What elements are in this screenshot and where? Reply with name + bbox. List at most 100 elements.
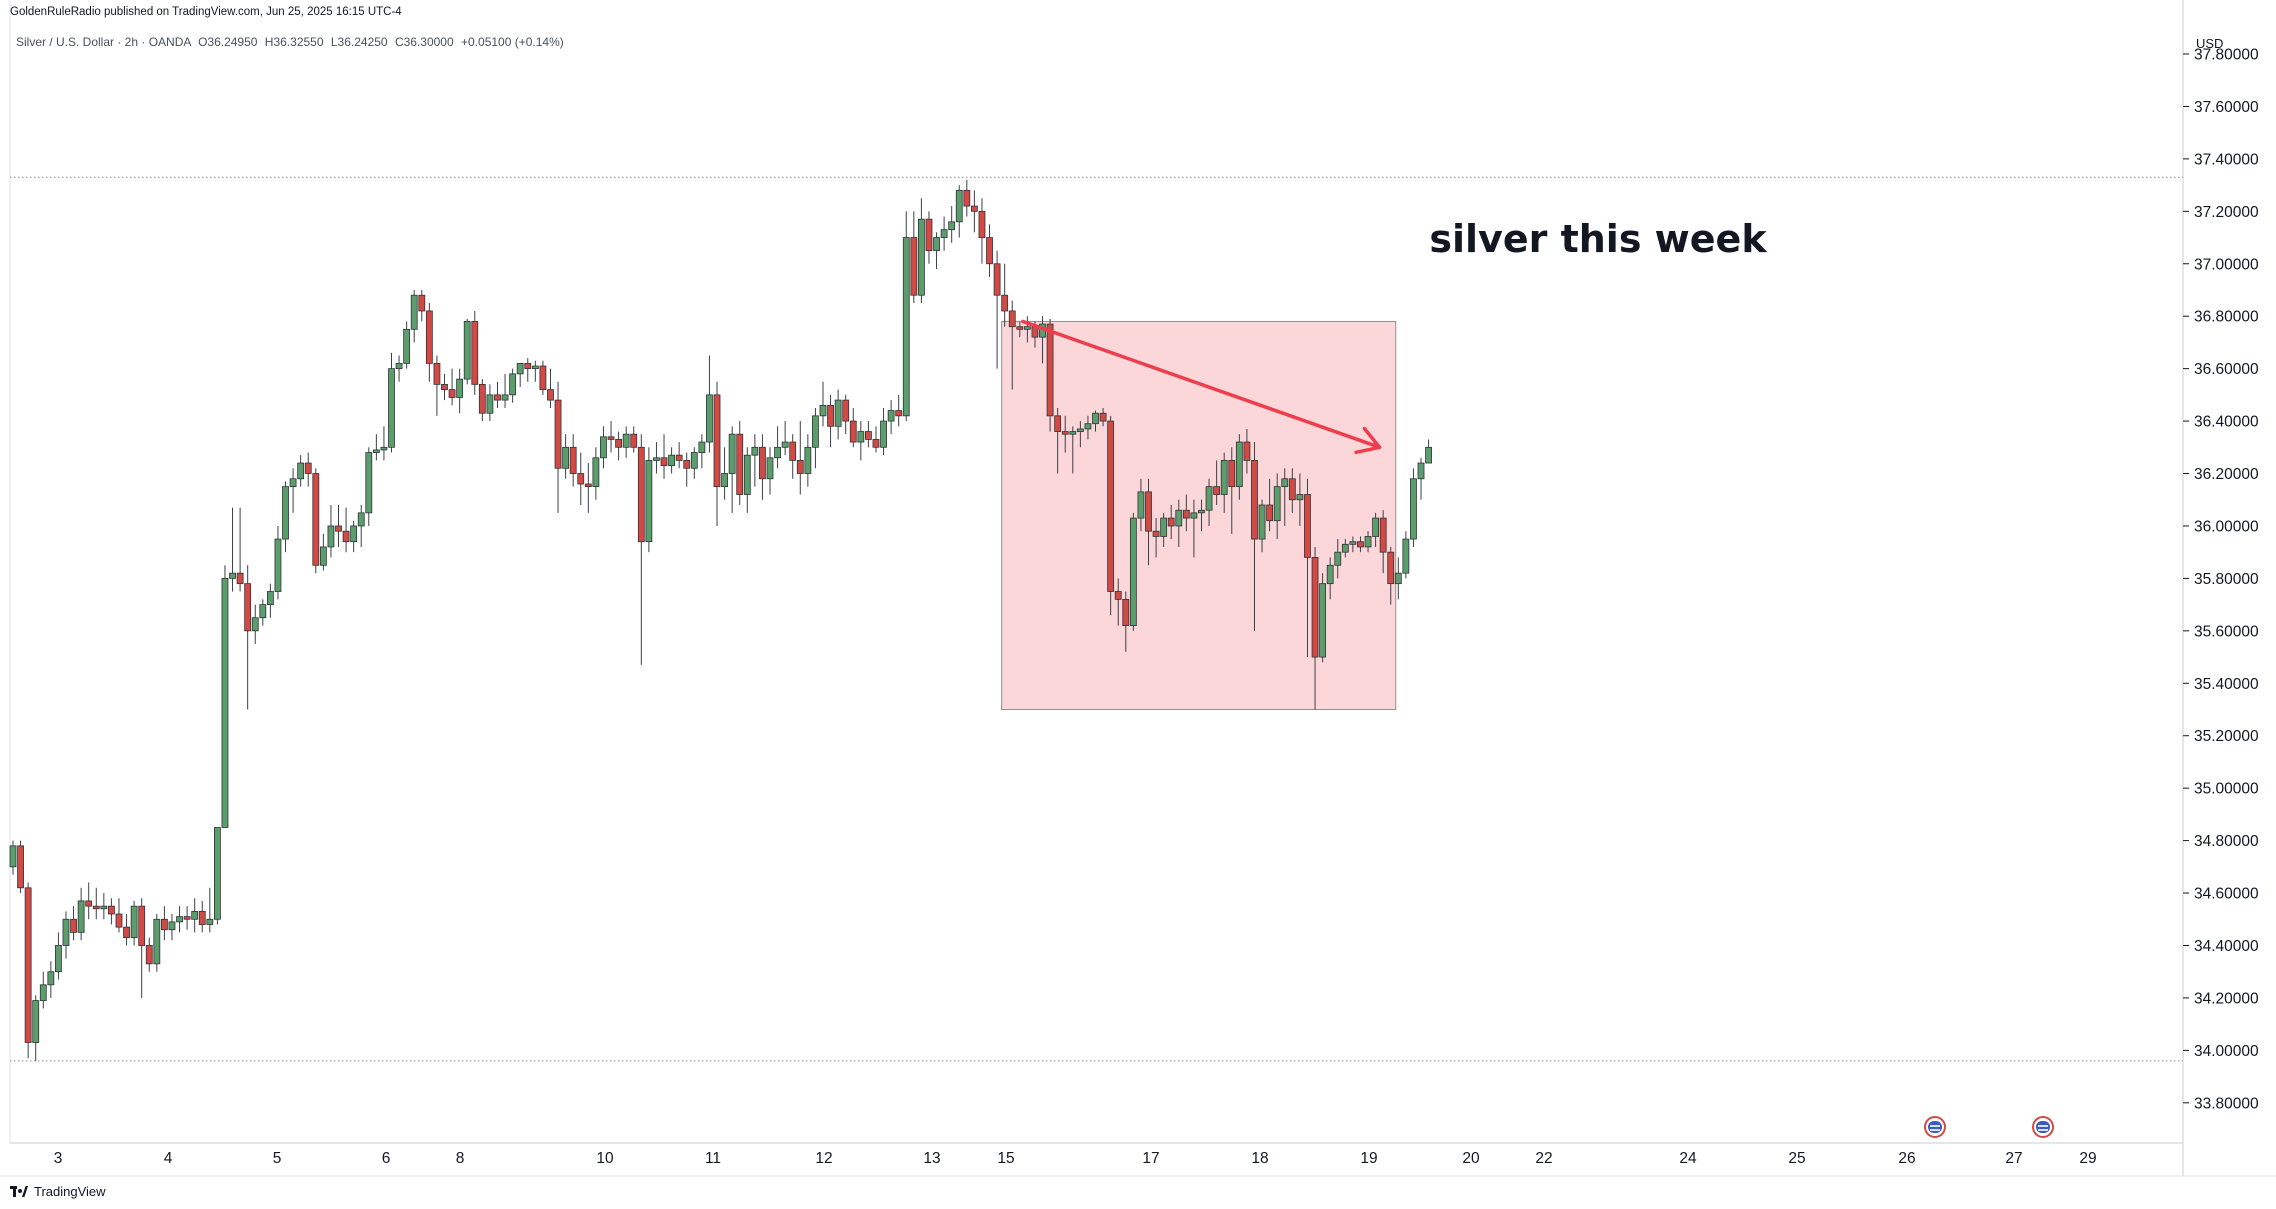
candle-166 (1266, 478, 1274, 532)
candle-39 (304, 452, 312, 487)
candle-73 (562, 434, 570, 479)
candle-108 (827, 394, 834, 448)
annotation-text: silver this week (1429, 217, 1767, 261)
candle-176 (1341, 539, 1349, 558)
candle-179 (1364, 531, 1372, 553)
candle-106 (812, 407, 819, 469)
candle-75 (577, 452, 585, 505)
candle-55 (425, 303, 433, 382)
date-tick-16: 25 (1788, 1150, 1805, 1167)
candle-53 (410, 289, 418, 343)
candle-128 (978, 198, 986, 264)
candle-85 (653, 442, 660, 474)
candle-146 (1114, 578, 1122, 626)
date-tick-7: 12 (815, 1150, 832, 1167)
candle-110 (842, 394, 850, 435)
price-tick-10: 35.80000 (2194, 571, 2259, 588)
price-tick-19: 34.00000 (2194, 1043, 2259, 1060)
candle-16 (130, 900, 138, 946)
candle-139 (1061, 415, 1069, 453)
candle-14 (115, 898, 123, 933)
candle-40 (312, 468, 320, 574)
us-flag-event-1[interactable] (1924, 1116, 1946, 1138)
date-tick-11: 18 (1251, 1150, 1268, 1167)
price-axis[interactable]: 37.80000 37.60000 37.40000 37.20000 37.00000… (2183, 47, 2259, 1113)
candle-121 (925, 211, 933, 264)
candle-80 (615, 431, 622, 461)
candle-15 (123, 914, 130, 946)
candle-102 (781, 421, 789, 456)
candle-37 (289, 468, 297, 513)
candle-131 (1001, 263, 1009, 327)
currency-label-box[interactable] (2190, 31, 2232, 55)
candle-132 (1008, 300, 1016, 390)
candle-182 (1387, 546, 1395, 605)
candle-54 (418, 289, 426, 322)
date-tick-5: 10 (596, 1150, 614, 1167)
candle-9 (77, 887, 85, 941)
us-flag-event-2[interactable] (2032, 1116, 2054, 1138)
candle-161 (1228, 447, 1236, 534)
candle-82 (630, 426, 638, 453)
candle-169 (1288, 468, 1296, 513)
tradingview-logo[interactable]: TradingView (10, 1184, 106, 1199)
candle-35 (274, 525, 282, 600)
price-tick-13: 35.20000 (2194, 728, 2259, 745)
candle-60 (463, 318, 471, 385)
candle-47 (365, 447, 373, 526)
candle-3 (32, 995, 40, 1061)
date-tick-4: 8 (456, 1150, 465, 1167)
candle-48 (372, 434, 380, 461)
candle-10 (85, 882, 93, 920)
candle-168 (1281, 468, 1289, 526)
candle-61 (471, 310, 479, 395)
price-tick-3: 37.20000 (2194, 204, 2259, 221)
candle-142 (1084, 415, 1092, 440)
candle-122 (933, 232, 940, 270)
date-tick-14: 22 (1535, 1150, 1552, 1167)
candle-129 (986, 224, 993, 277)
candle-160 (1220, 452, 1228, 513)
trend-arrow-head (1354, 426, 1382, 455)
candle-87 (668, 447, 675, 474)
price-tick-14: 35.00000 (2194, 781, 2259, 798)
candle-33 (259, 599, 267, 626)
price-tick-9: 36.00000 (2194, 518, 2259, 535)
candle-50 (388, 352, 395, 453)
candle-151 (1152, 518, 1160, 558)
symbol-legend[interactable]: Silver / U.S. Dollar · 2h · OANDA O36.24… (16, 35, 564, 49)
candle-158 (1205, 478, 1213, 526)
candle-187 (1425, 439, 1432, 464)
date-tick-10: 17 (1142, 1150, 1159, 1167)
candle-123 (940, 216, 948, 251)
date-tick-8: 13 (923, 1150, 940, 1167)
candle-77 (592, 447, 600, 500)
price-tick-0: 37.80000 (2194, 47, 2259, 64)
candle-68 (524, 358, 532, 382)
date-tick-1: 4 (164, 1150, 173, 1167)
candle-78 (600, 426, 607, 469)
candle-24 (191, 898, 199, 933)
high-value: H36.32550 (264, 35, 324, 49)
candle-156 (1190, 499, 1198, 558)
candle-95 (728, 426, 736, 513)
candle-183 (1394, 557, 1402, 600)
candle-100 (766, 447, 774, 495)
candle-12 (100, 893, 108, 920)
candle-175 (1334, 539, 1342, 579)
candle-174 (1326, 557, 1334, 600)
candle-134 (1023, 316, 1031, 343)
symbol-name: Silver / U.S. Dollar · 2h · OANDA (16, 35, 191, 49)
candle-19 (153, 914, 161, 972)
date-tick-6: 11 (705, 1150, 721, 1167)
candle-137 (1046, 318, 1054, 432)
candle-181 (1379, 510, 1387, 574)
candle-36 (282, 481, 289, 553)
candle-25 (198, 900, 206, 933)
candle-109 (834, 389, 842, 440)
candle-119 (910, 211, 918, 304)
date-tick-17: 26 (1898, 1150, 1915, 1167)
time-axis[interactable]: 3 4 5 6 8 10 11 12 13 15 17 18 19 20 22 24 25 26 27 29 (54, 1150, 2097, 1167)
candle-157 (1198, 499, 1205, 532)
